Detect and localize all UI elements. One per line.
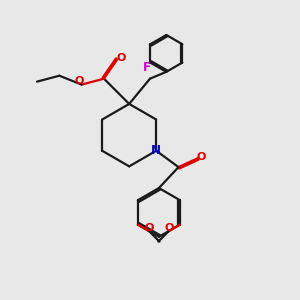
Text: N: N	[151, 144, 161, 157]
Text: F: F	[143, 61, 151, 74]
Text: O: O	[164, 223, 173, 232]
Text: O: O	[116, 53, 126, 63]
Text: O: O	[144, 223, 154, 232]
Text: O: O	[197, 152, 206, 162]
Text: O: O	[75, 76, 84, 86]
